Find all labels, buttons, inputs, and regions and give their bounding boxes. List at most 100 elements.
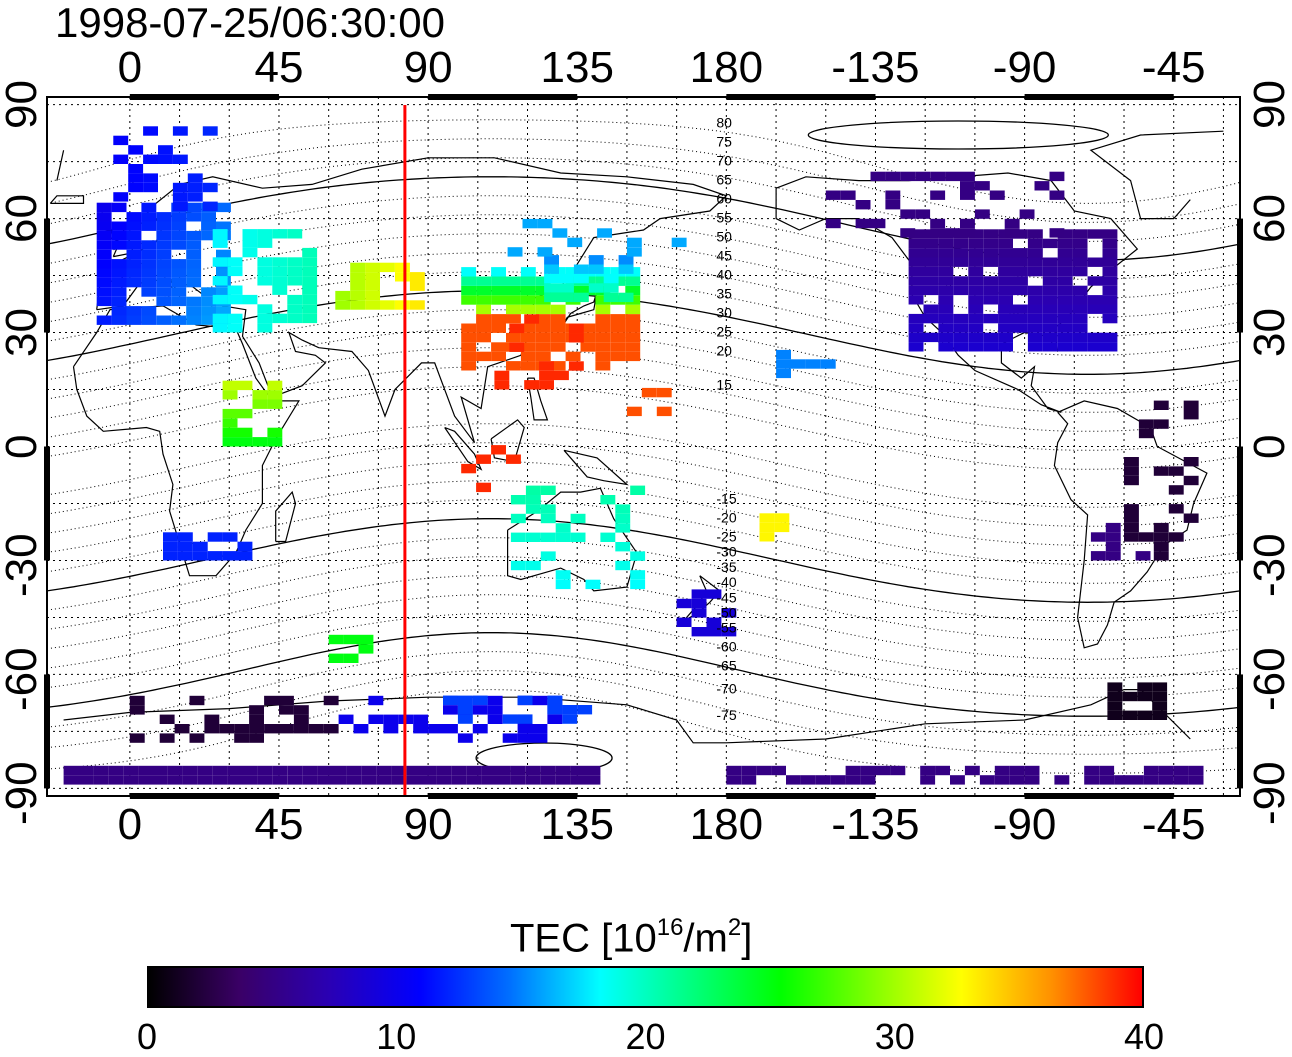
- tec-cell: [923, 304, 939, 314]
- tec-cell: [1027, 248, 1043, 258]
- tec-cell: [600, 532, 616, 542]
- top-longitude-tick-label: -45: [1141, 43, 1206, 92]
- tec-cell: [968, 332, 984, 343]
- tec-cell: [506, 361, 521, 371]
- tec-cell: [1137, 710, 1153, 720]
- tec-cell: [1135, 551, 1151, 561]
- tec-cell: [202, 182, 218, 193]
- tec-cell: [580, 342, 596, 352]
- tec-cell: [491, 285, 506, 296]
- tec-cell: [540, 551, 556, 561]
- tec-cell: [615, 542, 631, 552]
- tec-cell: [535, 314, 551, 324]
- tec-cell: [436, 775, 452, 785]
- tec-cell: [252, 399, 268, 409]
- tec-cell: [855, 200, 871, 210]
- tec-cell: [93, 765, 109, 776]
- tec-cell: [421, 775, 437, 785]
- tec-cell: [126, 315, 142, 325]
- tec-cell: [517, 714, 533, 724]
- tec-cell: [395, 262, 410, 273]
- tec-cell: [1084, 775, 1100, 785]
- tec-cell: [496, 765, 511, 776]
- tec-cell: [1072, 248, 1088, 258]
- tec-cell: [279, 724, 294, 734]
- tec-cell: [1057, 276, 1073, 286]
- tec-cell: [930, 171, 946, 182]
- tec-cell: [457, 714, 473, 724]
- tec-cell: [539, 370, 554, 381]
- map-title: 1998-07-25/06:30:00: [55, 0, 445, 46]
- tec-cell: [108, 765, 124, 776]
- tec-cell: [186, 249, 202, 260]
- magnetic-pole-loop-north: [807, 120, 1109, 150]
- tec-cell: [111, 230, 127, 241]
- tec-cell: [610, 351, 626, 362]
- tec-cell: [544, 273, 559, 284]
- colorbar-tick-label: 10: [376, 1016, 417, 1057]
- tec-cell: [257, 313, 273, 324]
- tec-cell: [1122, 710, 1138, 720]
- tec-cell: [691, 589, 707, 599]
- contour-value-label: 80: [716, 114, 732, 130]
- magnetic-contour: [47, 613, 1240, 698]
- tec-cell: [930, 218, 946, 229]
- tec-cell: [989, 190, 1005, 200]
- tec-cell: [421, 765, 437, 776]
- tec-cell: [603, 283, 619, 293]
- contour-value-label: 65: [716, 171, 732, 187]
- tec-cell: [481, 775, 496, 785]
- tec-cell: [626, 247, 642, 257]
- tec-cell: [935, 765, 950, 776]
- tec-cell: [287, 294, 303, 305]
- tec-colorbar: [147, 966, 1144, 1008]
- tec-cell: [885, 171, 901, 182]
- tec-cell: [908, 248, 924, 258]
- tec-cell: [1188, 775, 1204, 785]
- tec-cell: [156, 268, 172, 278]
- tec-cell: [960, 181, 975, 191]
- tec-cell: [1102, 285, 1118, 296]
- tec-cell: [249, 705, 264, 715]
- tec-cell: [171, 287, 187, 297]
- tec-cell: [129, 733, 145, 743]
- tec-cell: [983, 313, 999, 324]
- tec-cell: [1042, 304, 1058, 314]
- tec-cell: [111, 277, 127, 288]
- tec-cell: [201, 306, 216, 316]
- tec-cell: [1102, 229, 1118, 239]
- top-longitude-tick-label: -135: [831, 43, 920, 92]
- tec-cell: [532, 733, 548, 743]
- tec-cell: [520, 332, 536, 343]
- tec-cell: [287, 304, 303, 314]
- tec-cell: [1087, 257, 1103, 267]
- axis-bar-segment: [44, 218, 50, 333]
- tec-cell: [287, 229, 303, 239]
- tec-cell: [870, 218, 886, 229]
- tec-cell: [395, 272, 410, 282]
- tec-cell: [994, 775, 1010, 785]
- tec-cell: [573, 264, 589, 274]
- tec-cell: [870, 171, 886, 182]
- tec-cell: [968, 238, 984, 249]
- tec-cell: [222, 380, 238, 391]
- tec-cell: [328, 653, 344, 663]
- tec-cell: [96, 268, 112, 278]
- tec-cell: [1153, 541, 1169, 552]
- tec-cell: [938, 304, 954, 314]
- tec-cell: [128, 164, 144, 174]
- tec-cell: [272, 257, 288, 267]
- tec-cell: [615, 523, 631, 533]
- tec-cell: [555, 532, 571, 542]
- tec-cell: [443, 724, 458, 734]
- tec-cell: [1013, 285, 1028, 296]
- tec-cell: [174, 724, 190, 734]
- tec-cell: [201, 221, 216, 231]
- tec-cell: [953, 238, 969, 249]
- tec-cell: [1105, 541, 1121, 552]
- tec-cell: [111, 287, 127, 297]
- tec-cell: [786, 775, 801, 785]
- tec-cell: [544, 264, 559, 274]
- tec-cell: [915, 209, 931, 219]
- tec-cell: [287, 266, 303, 277]
